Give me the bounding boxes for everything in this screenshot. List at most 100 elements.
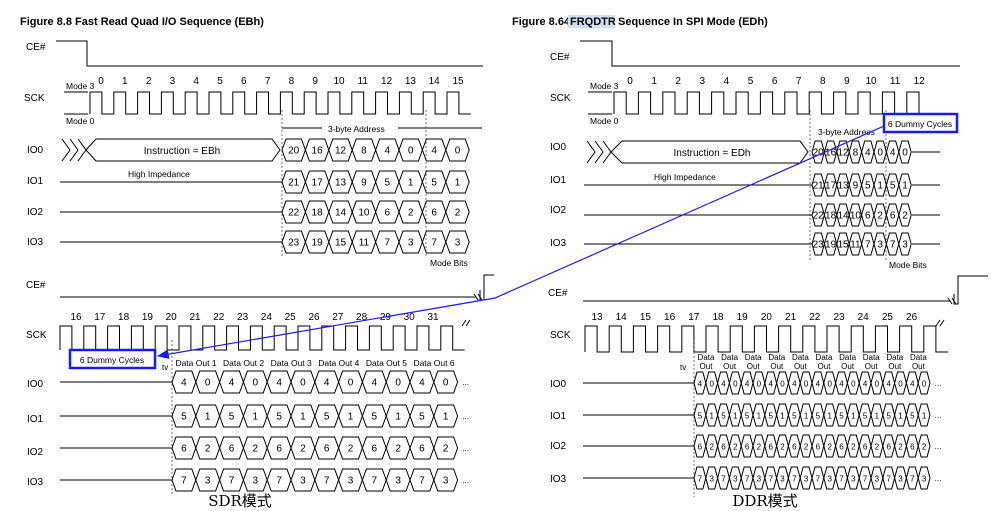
- right-data-row-0-cell: [917, 371, 931, 395]
- left-clock-number: 11: [358, 76, 369, 87]
- left-instruction-bus: [85, 138, 281, 162]
- left-data-row-2-value: 6: [229, 444, 235, 455]
- right-addr-row-2-value: 6: [890, 211, 896, 222]
- left-addr-row-3-cell: [445, 230, 470, 254]
- right-data-row-1-value: 1: [709, 412, 714, 421]
- right-caption: DDR模式: [732, 492, 797, 510]
- right-io2-label-2: IO2: [550, 441, 567, 452]
- right-data-out-label: Data: [698, 353, 715, 362]
- left-addr-row-1-value: 21: [288, 178, 300, 189]
- right-data-row-0-value: 4: [698, 380, 703, 389]
- left-data-row-1-value: 1: [253, 412, 259, 423]
- right-io3-label: IO3: [550, 238, 567, 249]
- left-clock-number: 12: [381, 76, 393, 87]
- left-panel-sdr: Figure 8.8 Fast Read Quad I/O Sequence (…: [20, 16, 494, 510]
- right-clock-number: 3: [700, 76, 706, 87]
- left-addr-row-3-value: 3: [455, 238, 461, 249]
- left-clock-number-2: 21: [189, 312, 201, 323]
- left-data-row-2-value: 6: [419, 444, 425, 455]
- right-data-row-1-value: 1: [898, 412, 903, 421]
- right-data-out-label: Out: [700, 362, 714, 371]
- right-data-row-0-value: 0: [780, 380, 785, 389]
- right-addr-row-1-value: 1: [902, 181, 908, 192]
- left-data-out-labels: Data Out 1 Data Out 2 Data Out 3 Data Out 4…: [175, 358, 454, 368]
- right-addr-row-2-value: 2: [902, 211, 908, 222]
- right-io2-label: IO2: [550, 205, 567, 216]
- left-clock-numbers-bottom: 16 17 18 19 20 21 22 23 24 25 26 27 28 29 30 31: [70, 312, 439, 323]
- right-data-bits: 4 0 4 0 4 0 4 0 4 0 4 0 4 0 4 0 4 0 4 0 ...5 1 5 1 5 1 5 1 5 1 5 1 5 1 5 1 5…: [693, 371, 942, 490]
- right-data-row-2-value: 2: [709, 443, 714, 452]
- right-high-impedance: High Impedance: [654, 172, 716, 182]
- left-data-row-0-value: 4: [372, 378, 378, 389]
- right-clock-number: 6: [772, 76, 778, 87]
- left-clock-number: 3: [170, 76, 176, 87]
- right-data-row-0-value: 0: [757, 380, 762, 389]
- right-clock-number-2: 13: [591, 312, 603, 323]
- right-clock-number-2: 14: [616, 312, 628, 323]
- left-data-row-3-value: 7: [276, 476, 282, 487]
- left-data-row-2-value: 6: [276, 444, 282, 455]
- left-clock-number-2: 23: [237, 312, 249, 323]
- left-addr-row-0-value: 20: [288, 146, 300, 157]
- right-addr-row-0-value: 16: [825, 148, 837, 159]
- left-addr-row-3-value: 7: [431, 238, 437, 249]
- right-data-row-3-value: 7: [721, 475, 726, 484]
- left-data-out-label: Data Out 3: [271, 358, 312, 368]
- left-clock-number: 1: [122, 76, 128, 87]
- left-data-out-label: Data Out 4: [318, 358, 359, 368]
- right-clock-number-2: 18: [712, 312, 724, 323]
- left-clock-number-2: 25: [285, 312, 297, 323]
- right-io0-label: IO0: [550, 142, 567, 153]
- right-data-row-1-value: 1: [875, 412, 880, 421]
- right-sck-waveform: [613, 91, 932, 115]
- left-data-row-0-value: 4: [419, 378, 425, 389]
- left-addr-row-2-cell: [445, 200, 470, 224]
- left-ce-label: CE#: [26, 42, 46, 53]
- right-addr-row-3-value: 11: [850, 240, 861, 251]
- right-data-out-label: Data: [745, 353, 762, 362]
- left-io2-label-2: IO2: [27, 447, 44, 458]
- left-clock-numbers-top: 0 1 2 3 4 5 6 7 8 9 10 11 12 13 14 15: [98, 76, 464, 87]
- left-addr-row-3-value: 11: [359, 238, 370, 249]
- left-high-impedance: High Impedance: [128, 169, 190, 179]
- right-data-row-3-value: 7: [698, 475, 703, 484]
- right-data-row-1-value: 5: [721, 412, 726, 421]
- left-data-row-1-value: 5: [419, 412, 425, 423]
- left-addr-row-0-value: 4: [385, 146, 391, 157]
- left-data-row-1-cell: [433, 404, 459, 428]
- right-data-out-label: Data: [839, 353, 856, 362]
- left-data-row-0-value: 4: [181, 378, 187, 389]
- right-clock-number: 9: [844, 76, 850, 87]
- right-addr-row-1-value: 13: [837, 181, 849, 192]
- right-data-row-0-value: 0: [709, 380, 714, 389]
- left-tv-label: tv: [162, 363, 168, 372]
- right-data-row-3-value: 7: [886, 475, 891, 484]
- left-io0-label: IO0: [27, 145, 44, 156]
- left-data-row-2-value: 2: [300, 444, 306, 455]
- left-data-row-2-value: 6: [181, 444, 187, 455]
- right-data-row-3-value: 3: [780, 475, 785, 484]
- right-data-row-1-value: 1: [757, 412, 762, 421]
- right-data-row-3-value: 3: [922, 475, 927, 484]
- right-ce-label: CE#: [550, 52, 570, 63]
- left-data-out-label: Data Out 1: [175, 358, 216, 368]
- left-io1-label: IO1: [27, 176, 44, 187]
- left-data-row-1-value: 5: [372, 412, 378, 423]
- right-data-row-2-value: 6: [698, 443, 703, 452]
- right-data-row-1-value: 1: [804, 412, 809, 421]
- right-clock-number-2: 23: [833, 312, 845, 323]
- right-data-row-2-value: 6: [910, 443, 915, 452]
- left-sck-label: SCK: [24, 93, 45, 104]
- left-clock-number: 2: [146, 76, 152, 87]
- right-data-row-2-ellipsis: ...: [935, 442, 942, 451]
- right-data-row-0-ellipsis: ...: [935, 379, 942, 388]
- left-clock-number-2: 18: [118, 312, 130, 323]
- left-ce-label-2: CE#: [26, 280, 46, 291]
- right-clock-number: 1: [651, 76, 657, 87]
- right-addr-row-1-value: 17: [825, 181, 837, 192]
- right-data-row-0-value: 0: [898, 380, 903, 389]
- left-instruction-text: Instruction = EBh: [144, 146, 220, 157]
- right-data-row-1-value: 1: [780, 412, 785, 421]
- left-clock-number-2: 24: [261, 312, 273, 323]
- right-addr-row-2-value: 10: [850, 211, 862, 222]
